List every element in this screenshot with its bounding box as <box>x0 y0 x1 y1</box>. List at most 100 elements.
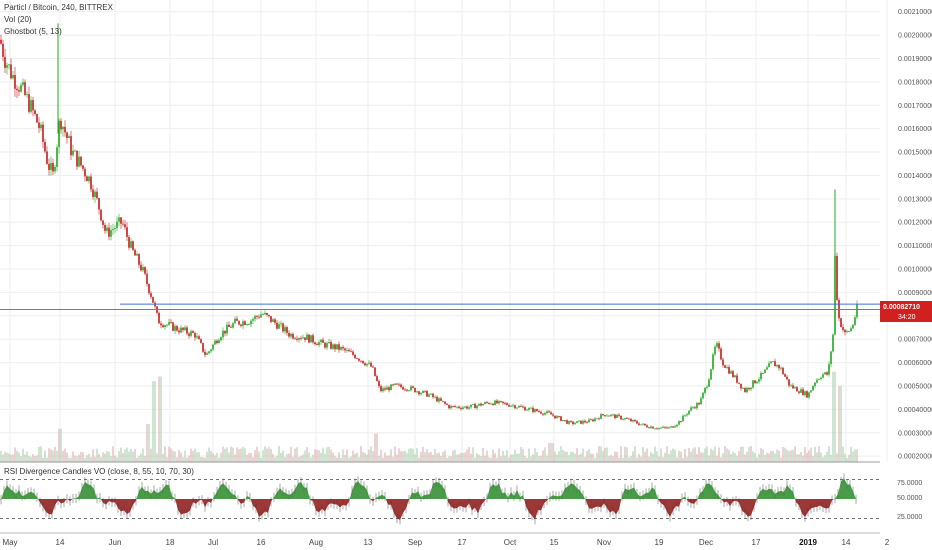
time-tick-label: Aug <box>309 538 323 547</box>
candle-body <box>244 321 246 325</box>
candle-body <box>588 419 590 423</box>
volume-bar <box>188 455 190 462</box>
candle-body <box>644 423 646 426</box>
candle-body <box>628 418 630 420</box>
time-axis[interactable]: May 14 Jun 18 Jul 16 Aug 13 Sep 17 Oct 15 Nov 19 Dec 17… <box>2 538 889 547</box>
volume-bar <box>252 457 254 462</box>
candle-body <box>194 332 196 338</box>
candle-body <box>670 426 672 428</box>
volume-bar <box>456 454 458 462</box>
volume-bar <box>50 449 52 462</box>
price-tick-label: 0.00150000 <box>898 150 932 157</box>
volume-bar <box>434 448 436 462</box>
volume-bar <box>524 455 526 462</box>
volume-bar <box>772 451 774 462</box>
candle-body <box>32 100 34 111</box>
candle-body <box>300 338 302 339</box>
candle-body <box>362 360 364 364</box>
candle-body <box>618 414 620 416</box>
volume-bar <box>546 455 548 462</box>
volume-bar <box>294 448 296 462</box>
time-tick-label: Oct <box>504 538 517 547</box>
candle-body <box>730 371 732 374</box>
ghostbot-indicator-label[interactable]: Ghostbot (5, 13) <box>4 27 62 36</box>
candle-body <box>722 359 724 366</box>
candle-body <box>280 323 282 325</box>
volume-bar <box>654 446 656 462</box>
volume-bar <box>620 446 622 462</box>
candle-body <box>692 407 694 409</box>
volume-bar <box>684 449 686 462</box>
volume-bar <box>344 455 346 462</box>
candle-body <box>796 387 798 392</box>
candle-body <box>404 389 406 391</box>
candle-body <box>480 403 482 406</box>
volume-bar <box>98 454 100 462</box>
candle-body <box>758 379 760 382</box>
candle-body <box>830 351 832 365</box>
candle-body <box>284 327 286 332</box>
volume-bar <box>176 457 178 462</box>
price-tick-label: 0.00120000 <box>898 220 932 227</box>
volume-bar <box>72 451 74 462</box>
candle-body <box>174 325 176 331</box>
candle-body <box>204 351 206 355</box>
time-tick-label: 14 <box>842 538 851 547</box>
volume-bar <box>666 446 668 462</box>
volume-bar <box>488 457 490 462</box>
volume-bar <box>184 450 186 462</box>
candle-body <box>564 420 566 421</box>
rsi-area-up <box>0 478 857 499</box>
volume-bar <box>254 450 256 462</box>
volume-bar <box>646 448 648 462</box>
candle-body <box>546 411 548 413</box>
volume-bar <box>830 454 832 462</box>
candle-body <box>180 327 182 333</box>
chart-title[interactable]: Particl / Bitcoin, 240, BITTREX <box>4 3 113 12</box>
candle-body <box>278 324 280 329</box>
candle-body <box>622 419 624 421</box>
volume-bar <box>598 446 600 462</box>
volume-bar <box>694 447 696 462</box>
candle-body <box>676 424 678 427</box>
volume-bar <box>126 447 128 462</box>
candle-body <box>584 420 586 423</box>
candle-body <box>290 333 292 337</box>
volume-bar <box>472 447 474 462</box>
candle-body <box>54 166 56 172</box>
volume-bar <box>826 451 828 462</box>
candle-body <box>128 237 130 248</box>
price-tick-label: 0.00180000 <box>898 79 932 86</box>
candle-body <box>544 412 546 415</box>
candle-body <box>454 406 456 408</box>
candle-body <box>114 228 116 230</box>
volume-indicator-label[interactable]: Vol (20) <box>4 15 32 24</box>
candle-body <box>718 343 720 349</box>
price-axis[interactable]: 0.00210000 0.00200000 0.00190000 0.00180000… <box>898 9 932 460</box>
candle-body <box>498 400 500 404</box>
volume-bar <box>114 455 116 462</box>
volume-bar <box>722 453 724 462</box>
candle-body <box>42 124 44 142</box>
candle-body <box>446 403 448 405</box>
candle-body <box>626 418 628 419</box>
candle-body <box>840 318 842 328</box>
price-tick-label: 0.00110000 <box>898 243 932 250</box>
candle-body <box>178 330 180 333</box>
candle-body <box>850 328 852 332</box>
candle-body <box>646 425 648 428</box>
volume-bar <box>52 450 54 462</box>
volume-bar <box>484 455 486 462</box>
volume-bar <box>360 446 362 462</box>
volume-bar <box>748 446 750 462</box>
volume-bar <box>506 449 508 462</box>
volume-bar <box>118 451 120 462</box>
countdown-label: 34:20 <box>898 314 916 321</box>
candle-body <box>436 396 438 402</box>
volume-bar <box>200 456 202 462</box>
candle-body <box>232 323 234 328</box>
candle-body <box>142 267 144 271</box>
volume-bar <box>738 451 740 462</box>
volume-bar <box>272 453 274 462</box>
price-tick-label: 0.00170000 <box>898 103 932 110</box>
